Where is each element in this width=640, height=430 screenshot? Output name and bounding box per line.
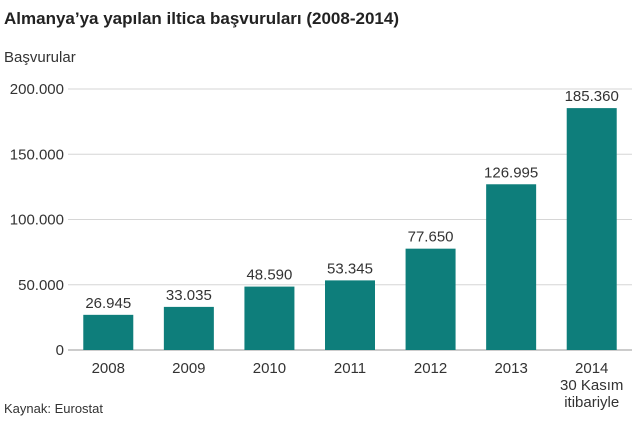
bar-value-label: 26.945 xyxy=(85,295,131,312)
y-axis-ticks: 0 50.000 100.000 150.000 200.000 xyxy=(10,81,64,359)
bar-value-label: 53.345 xyxy=(327,260,373,277)
bar-value-label: 126.995 xyxy=(484,164,538,181)
x-axis-ticks: 2008 2009 2010 2011 2012 2013 2014 30 Kasım itib… xyxy=(92,360,624,411)
x-tick-label: 2014 30 Kasım itibariyle xyxy=(560,360,623,411)
x-tick-label: 2008 xyxy=(92,360,125,377)
bar xyxy=(405,248,456,350)
bar-value-label: 48.590 xyxy=(246,267,292,284)
bars xyxy=(83,108,617,351)
x-tick-label: 2010 xyxy=(253,360,286,377)
bar-value-label: 185.360 xyxy=(565,88,619,105)
bar xyxy=(566,108,617,351)
y-axis-label: Başvurular xyxy=(4,49,76,66)
y-tick-label: 0 xyxy=(56,342,64,359)
y-tick-label: 100.000 xyxy=(10,212,64,229)
y-tick-label: 200.000 xyxy=(10,81,64,98)
y-tick-label: 50.000 xyxy=(18,277,64,294)
bar xyxy=(325,280,375,350)
x-tick-label: 2009 xyxy=(172,360,205,377)
source-note: Kaynak: Eurostat xyxy=(4,401,103,416)
x-tick-label: 2011 xyxy=(334,360,366,377)
y-tick-label: 150.000 xyxy=(10,146,64,163)
gridlines xyxy=(68,88,632,351)
value-labels: 26.945 33.035 48.590 53.345 77.650 126.995 185… xyxy=(85,88,618,312)
bar xyxy=(83,314,134,350)
chart-title: Almanya’ya yapılan iltica başvuruları (2… xyxy=(4,9,399,28)
bar xyxy=(486,184,537,350)
x-tick-label: 2013 xyxy=(494,360,527,377)
x-tick-label: 2012 xyxy=(414,360,447,377)
bar-value-label: 77.650 xyxy=(408,229,454,246)
bar-value-label: 33.035 xyxy=(166,287,212,304)
bar xyxy=(244,286,295,350)
bar xyxy=(163,306,214,350)
